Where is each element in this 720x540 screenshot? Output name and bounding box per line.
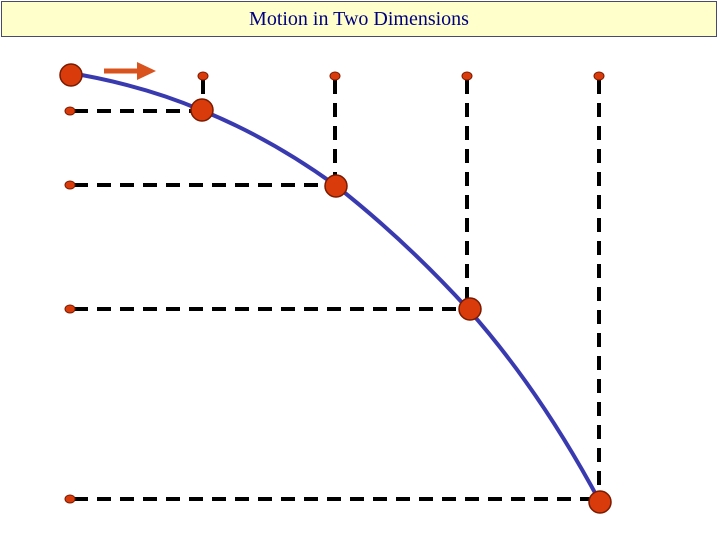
vertical-marker — [64, 304, 76, 314]
horizontal-marker — [329, 71, 341, 81]
vertical-position-markers — [64, 106, 76, 504]
horizontal-position-markers — [197, 71, 605, 81]
horizontal-marker — [197, 71, 209, 81]
projectile-positions — [59, 63, 612, 514]
vertical-marker — [64, 180, 76, 190]
page-title: Motion in Two Dimensions — [249, 7, 469, 30]
vertical-marker — [64, 494, 76, 504]
horizontal-marker — [593, 71, 605, 81]
vertical-projection-lines — [201, 80, 601, 500]
projectile-ball — [324, 174, 348, 198]
vertical-marker — [64, 106, 76, 116]
title-bar: Motion in Two Dimensions — [1, 1, 717, 37]
horizontal-projection-lines — [74, 109, 596, 501]
projectile-ball — [59, 63, 83, 87]
projectile-ball — [458, 297, 482, 321]
horizontal-marker — [461, 71, 473, 81]
projectile-ball — [190, 98, 214, 122]
trajectory-curve — [63, 70, 602, 503]
projectile-ball — [588, 490, 612, 514]
arrow-right-icon — [104, 62, 156, 80]
